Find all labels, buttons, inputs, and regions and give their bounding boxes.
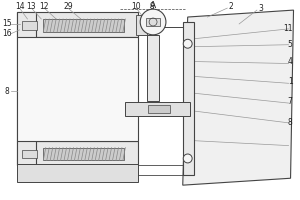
Bar	[43, 19, 124, 32]
Bar	[22, 21, 38, 30]
Text: 8: 8	[4, 87, 9, 96]
Bar	[148, 105, 170, 113]
Text: 7: 7	[288, 97, 292, 106]
Text: 9: 9	[150, 2, 154, 11]
Text: 29: 29	[63, 2, 73, 11]
Bar	[147, 35, 159, 101]
Bar	[183, 22, 194, 175]
Text: 5: 5	[288, 40, 292, 49]
Text: 10: 10	[131, 2, 141, 11]
Circle shape	[183, 39, 192, 48]
Text: 4: 4	[288, 57, 292, 66]
Bar	[146, 18, 160, 26]
Circle shape	[140, 9, 166, 35]
Bar	[136, 15, 147, 35]
Bar	[16, 141, 138, 165]
Text: 12: 12	[40, 2, 49, 11]
Polygon shape	[183, 10, 293, 185]
Text: 8: 8	[288, 118, 292, 127]
Text: 3: 3	[258, 4, 263, 13]
Text: 15: 15	[2, 19, 11, 28]
Text: 14: 14	[15, 2, 24, 11]
Bar	[16, 37, 138, 141]
Bar	[43, 148, 124, 160]
Bar	[16, 12, 138, 37]
Bar	[16, 164, 138, 182]
Text: 11: 11	[283, 24, 292, 33]
Text: 13: 13	[27, 2, 36, 11]
Text: 1: 1	[288, 77, 292, 86]
Circle shape	[183, 154, 192, 163]
Bar	[125, 102, 190, 116]
Text: A: A	[150, 1, 156, 10]
Bar	[16, 12, 36, 165]
Bar	[22, 150, 38, 158]
Text: 2: 2	[229, 2, 234, 11]
Text: 16: 16	[2, 29, 11, 38]
